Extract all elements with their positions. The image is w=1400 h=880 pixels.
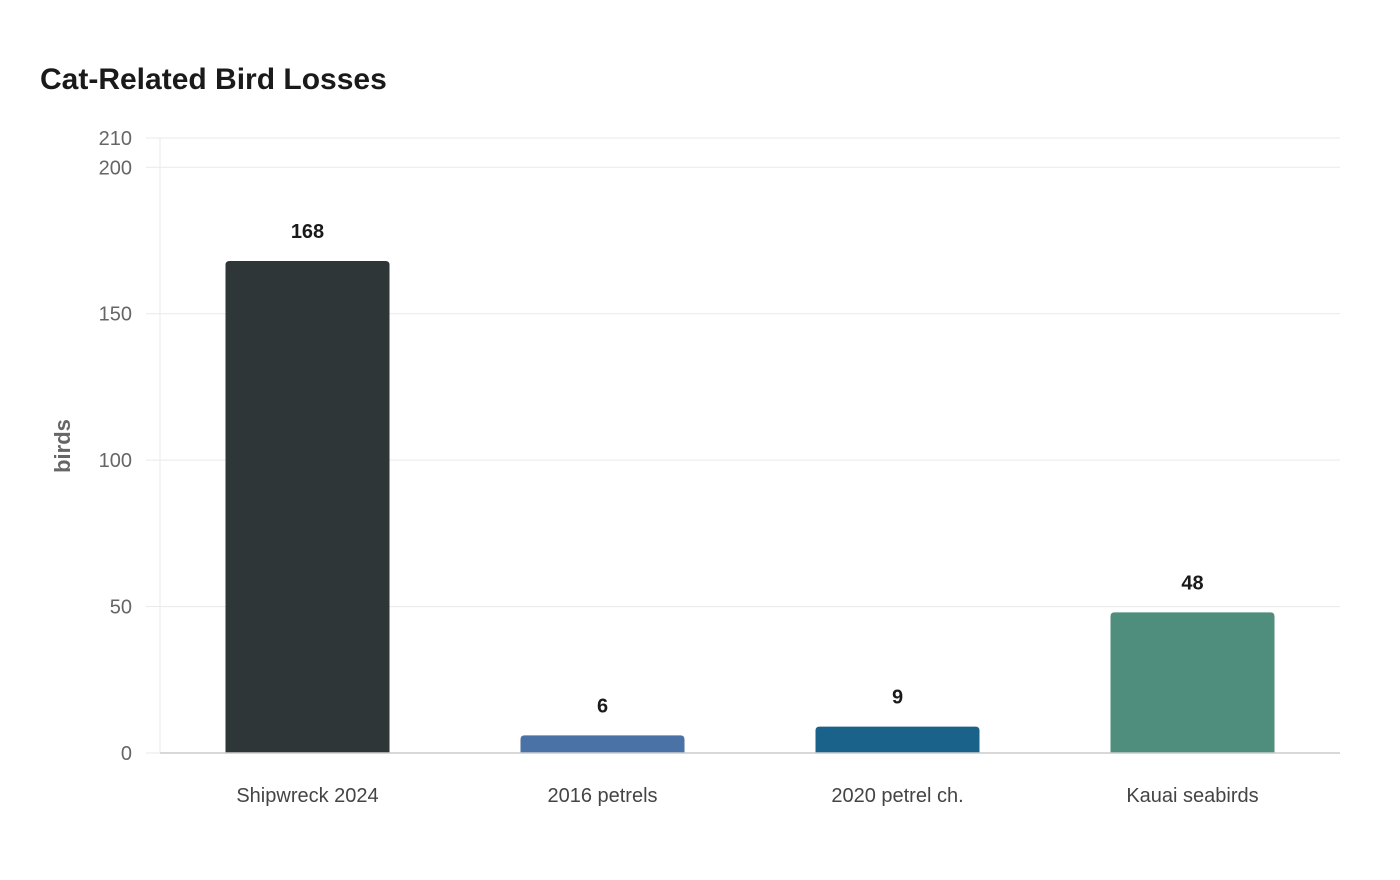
x-axis: Shipwreck 2024 2016 petrels 2020 petrel ch… [160,752,1340,807]
chart-title: Cat-Related Bird Losses [40,63,387,96]
y-axis-title: birds [50,419,75,473]
y-tick-label-0: 0 [121,743,132,765]
data-label-3: 48 [1181,572,1203,594]
y-tick-label-150: 150 [99,304,132,326]
data-label-1: 6 [597,695,608,717]
x-tick-label-1: 2016 petrels [547,785,657,807]
data-label-0: 168 [291,221,324,243]
x-tick-label-2: 2020 petrel ch. [831,785,963,807]
bar-3 [1110,612,1275,753]
y-tick-label-210: 210 [99,128,132,150]
y-tick-label-100: 100 [99,450,132,472]
bar-2 [815,726,980,753]
bars [225,261,1275,753]
y-tick-label-200: 200 [99,157,132,179]
y-axis: 0 50 100 150 200 210 [99,128,161,765]
x-tick-label-0: Shipwreck 2024 [236,785,378,807]
y-tick-label-50: 50 [110,597,132,619]
x-tick-label-3: Kauai seabirds [1126,785,1258,807]
data-label-2: 9 [892,687,903,709]
data-labels: 168 6 9 48 [291,221,1204,717]
bar-0 [225,261,390,753]
bar-1 [520,735,685,753]
